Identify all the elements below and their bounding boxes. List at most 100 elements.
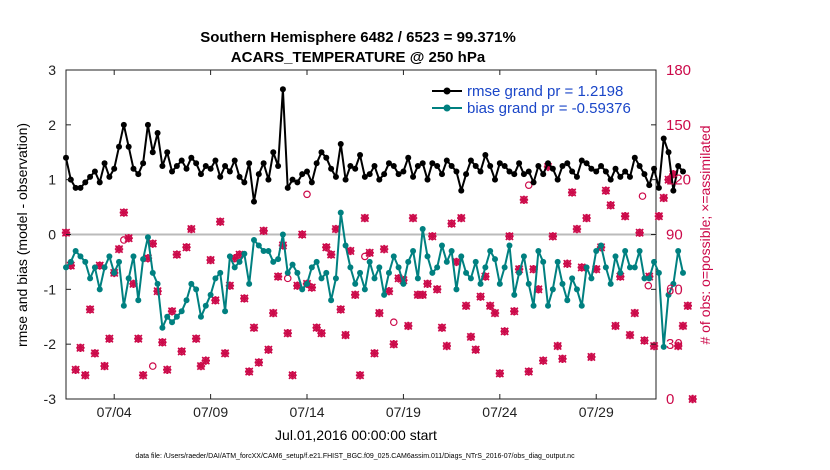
obs-assimilated-marker: [606, 201, 615, 210]
rmse-point: [487, 162, 494, 169]
x-axis-label: Jul.01,2016 00:00:00 start: [275, 427, 437, 443]
bias-point: [241, 250, 248, 257]
obs-assimilated-marker: [620, 212, 630, 221]
obs-assimilated-marker: [678, 321, 688, 331]
bias-point: [140, 256, 147, 263]
obs-assimilated-marker: [100, 361, 109, 371]
obs-assimilated-marker: [114, 244, 124, 254]
rmse-point: [77, 184, 84, 191]
rmse-point: [443, 157, 450, 164]
obs-assimilated-marker: [85, 305, 95, 314]
bias-point: [429, 269, 436, 276]
bias-point: [149, 269, 156, 276]
bias-point: [154, 280, 161, 287]
rmse-series: [63, 86, 686, 205]
bias-point: [87, 275, 94, 282]
rmse-point: [294, 179, 301, 186]
obs-assimilated-marker: [466, 332, 476, 342]
rmse-point: [381, 171, 388, 178]
rmse-point: [655, 184, 662, 191]
bias-point: [598, 242, 605, 249]
bias-point: [270, 258, 277, 265]
rmse-point: [193, 160, 200, 167]
rmse-point: [434, 162, 441, 169]
bias-point: [496, 280, 503, 287]
rmse-point: [236, 173, 243, 180]
rmse-point: [376, 176, 383, 183]
bias-point: [183, 297, 190, 304]
obs-assimilated-marker: [567, 188, 577, 197]
x-tick-label: 07/09: [193, 404, 228, 420]
bias-point: [130, 253, 137, 260]
bias-point: [332, 275, 339, 282]
bias-point: [357, 269, 364, 276]
rmse-point: [299, 171, 306, 178]
obs-assimilated-marker: [254, 358, 264, 367]
bias-point: [226, 253, 233, 260]
rmse-point: [583, 160, 590, 167]
obs-assimilated-marker: [664, 175, 673, 184]
rmse-point: [149, 149, 156, 156]
obs-assimilated-marker: [206, 255, 215, 265]
legend-bias-label: bias grand pr = -0.59376: [467, 100, 631, 117]
right-tick-label: 30: [666, 336, 683, 353]
legend-bias-marker: [443, 104, 451, 112]
bias-point: [492, 256, 499, 263]
obs-assimilated-marker: [471, 345, 480, 354]
rmse-point: [405, 154, 412, 161]
rmse-point: [588, 165, 595, 172]
rmse-point: [265, 176, 272, 183]
bias-point: [467, 275, 474, 282]
rmse-point: [357, 151, 364, 158]
bias-point: [554, 258, 561, 265]
obs-assimilated-marker: [138, 371, 148, 380]
obs-assimilated-marker: [500, 327, 509, 336]
legend-rmse-label: rmse grand pr = 1.2198: [467, 83, 623, 100]
bias-point: [564, 297, 571, 304]
obs-assimilated-marker: [592, 265, 601, 274]
bias-point: [405, 258, 412, 265]
rmse-point: [246, 160, 253, 167]
bias-point: [222, 308, 229, 315]
obs-assimilated-marker: [148, 239, 157, 248]
rmse-point: [675, 162, 682, 169]
obs-assimilated-marker: [297, 230, 307, 239]
rmse-point: [279, 86, 286, 93]
obs-assimilated-marker: [495, 369, 505, 378]
obs-assimilated-marker: [669, 169, 678, 179]
bias-point: [144, 234, 151, 241]
obs-assimilated-marker: [182, 243, 191, 252]
bias-point: [559, 280, 566, 287]
bias-point: [477, 280, 484, 287]
bias-point: [106, 253, 113, 260]
rmse-point: [573, 173, 580, 180]
obs-assimilated-marker: [649, 341, 659, 351]
obs-assimilated-marker: [355, 371, 365, 380]
rmse-point: [183, 165, 190, 172]
rmse-point: [154, 130, 161, 137]
obs-assimilated-marker: [336, 305, 345, 314]
bias-point: [636, 247, 643, 254]
bias-point: [125, 275, 132, 282]
rmse-point: [419, 160, 426, 167]
obs-assimilated-marker: [437, 323, 447, 332]
bias-point: [318, 275, 325, 282]
obs-assimilated-marker: [288, 371, 297, 380]
obs-assimilated-marker: [572, 224, 582, 234]
bias-point: [443, 258, 450, 265]
obs-assimilated-marker: [158, 338, 167, 347]
bias-point: [173, 313, 180, 320]
bias-point: [376, 264, 383, 271]
obs-assimilated-marker: [312, 323, 321, 332]
bias-point: [82, 258, 89, 265]
rmse-point: [612, 165, 619, 172]
bias-point: [511, 291, 518, 298]
obs-assimilated-marker: [428, 232, 437, 241]
obs-possible-marker: [361, 252, 369, 261]
bias-point: [236, 258, 243, 265]
left-tick-label: -3: [44, 391, 57, 407]
rmse-point: [549, 165, 556, 172]
bias-point: [414, 275, 421, 282]
bias-point: [385, 269, 392, 276]
bias-point: [96, 286, 103, 293]
